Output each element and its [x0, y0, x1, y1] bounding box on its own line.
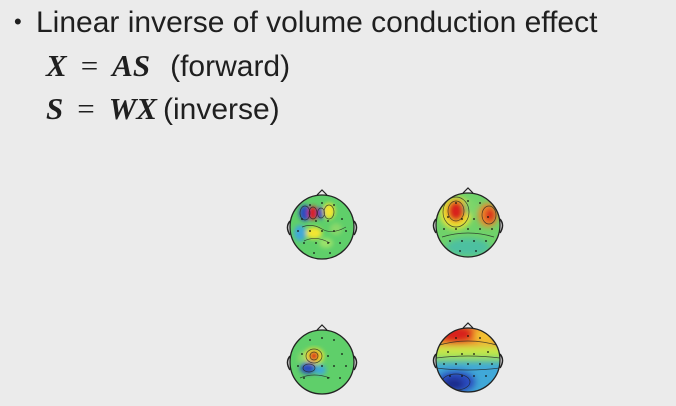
equation-note: (inverse) [162, 93, 280, 126]
head-icon [286, 324, 358, 395]
bullet-item: • Linear inverse of volume conduction eff… [14, 4, 597, 41]
equation-rhs: AS [112, 48, 151, 83]
inverse-equation: S = WX (inverse) [46, 91, 280, 128]
equation-lhs: S [46, 91, 64, 126]
head-icon [432, 187, 504, 258]
scalp-topomap-1 [280, 183, 364, 267]
equation-lhs: X [46, 48, 67, 83]
bullet-dot-icon: • [14, 9, 22, 34]
head-icon [432, 322, 504, 393]
equation-rhs: WX [108, 91, 157, 126]
scalp-topomap-4 [426, 316, 510, 400]
forward-equation: X = AS (forward) [46, 48, 290, 85]
head-icon [286, 189, 358, 260]
equals-sign: = [77, 91, 95, 126]
bullet-text: Linear inverse of volume conduction effe… [36, 6, 598, 39]
scalp-topomap-2 [426, 181, 510, 265]
scalp-topomap-3 [280, 318, 364, 402]
equals-sign: = [80, 48, 99, 83]
equation-note: (forward) [170, 50, 291, 83]
